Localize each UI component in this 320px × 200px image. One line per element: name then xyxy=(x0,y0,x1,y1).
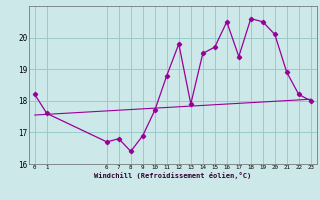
X-axis label: Windchill (Refroidissement éolien,°C): Windchill (Refroidissement éolien,°C) xyxy=(94,172,252,179)
